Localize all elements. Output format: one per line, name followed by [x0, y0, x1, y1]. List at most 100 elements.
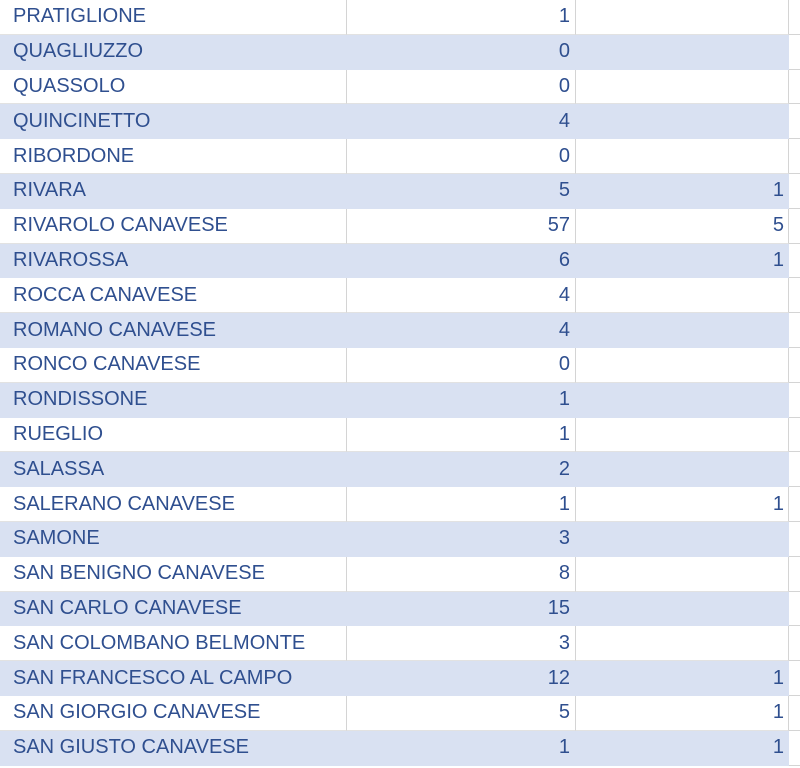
municipality-cell[interactable]: SAMONE	[0, 521, 347, 557]
count-cell[interactable]: 3	[347, 521, 576, 557]
empty-cell[interactable]	[789, 487, 800, 522]
table-row: SAN FRANCESCO AL CAMPO 12 1	[0, 661, 800, 696]
empty-cell[interactable]	[789, 347, 800, 383]
secondary-count-cell[interactable]: 5	[576, 208, 789, 244]
municipality-cell[interactable]: RIVARA	[0, 173, 347, 209]
empty-cell[interactable]	[789, 208, 800, 244]
table-row: PRATIGLIONE 1	[0, 0, 800, 35]
secondary-count-cell[interactable]	[576, 0, 789, 35]
municipality-cell[interactable]: ROCCA CANAVESE	[0, 278, 347, 314]
empty-cell[interactable]	[789, 730, 800, 766]
municipality-cell[interactable]: SAN COLOMBANO BELMONTE	[0, 626, 347, 662]
empty-cell[interactable]	[789, 104, 800, 140]
empty-cell[interactable]	[789, 626, 800, 662]
empty-cell[interactable]	[789, 69, 800, 105]
count-cell[interactable]: 6	[347, 243, 576, 279]
empty-cell[interactable]	[789, 452, 800, 488]
table-row: SAN COLOMBANO BELMONTE 3	[0, 626, 800, 662]
secondary-count-cell[interactable]: 1	[576, 487, 789, 522]
secondary-count-cell[interactable]	[576, 278, 789, 314]
table-row: ROMANO CANAVESE 4	[0, 313, 800, 348]
secondary-count-cell[interactable]: 1	[576, 173, 789, 209]
empty-cell[interactable]	[789, 521, 800, 557]
secondary-count-cell[interactable]	[576, 347, 789, 383]
empty-cell[interactable]	[789, 0, 800, 35]
count-cell[interactable]: 1	[347, 0, 576, 35]
count-cell[interactable]: 1	[347, 382, 576, 418]
secondary-count-cell[interactable]: 1	[576, 730, 789, 766]
empty-cell[interactable]	[789, 591, 800, 627]
secondary-count-cell[interactable]	[576, 104, 789, 140]
count-cell[interactable]: 0	[347, 347, 576, 383]
count-cell[interactable]: 1	[347, 487, 576, 522]
count-cell[interactable]: 4	[347, 313, 576, 348]
municipality-cell[interactable]: RONCO CANAVESE	[0, 347, 347, 383]
empty-cell[interactable]	[789, 139, 800, 174]
secondary-count-cell[interactable]	[576, 417, 789, 453]
empty-cell[interactable]	[789, 278, 800, 314]
count-cell[interactable]: 5	[347, 173, 576, 209]
count-cell[interactable]: 4	[347, 278, 576, 314]
empty-cell[interactable]	[789, 661, 800, 696]
table-row: RIVARA 5 1	[0, 173, 800, 209]
empty-cell[interactable]	[789, 382, 800, 418]
empty-cell[interactable]	[789, 34, 800, 70]
count-cell[interactable]: 5	[347, 695, 576, 731]
empty-cell[interactable]	[789, 695, 800, 731]
count-cell[interactable]: 8	[347, 556, 576, 592]
municipality-cell[interactable]: RUEGLIO	[0, 417, 347, 453]
secondary-count-cell[interactable]	[576, 382, 789, 418]
municipality-cell[interactable]: RIBORDONE	[0, 139, 347, 174]
municipality-cell[interactable]: QUAGLIUZZO	[0, 34, 347, 70]
municipality-cell[interactable]: RIVAROSSA	[0, 243, 347, 279]
municipality-cell[interactable]: SALERANO CANAVESE	[0, 487, 347, 522]
empty-cell[interactable]	[789, 173, 800, 209]
count-cell[interactable]: 2	[347, 452, 576, 488]
secondary-count-cell[interactable]	[576, 626, 789, 662]
table-row: RONCO CANAVESE 0	[0, 347, 800, 383]
municipality-cell[interactable]: QUASSOLO	[0, 69, 347, 105]
municipality-cell[interactable]: SAN GIORGIO CANAVESE	[0, 695, 347, 731]
empty-cell[interactable]	[789, 417, 800, 453]
secondary-count-cell[interactable]: 1	[576, 695, 789, 731]
count-cell[interactable]: 0	[347, 69, 576, 105]
table-row: QUINCINETTO 4	[0, 104, 800, 140]
table-row: RUEGLIO 1	[0, 417, 800, 453]
secondary-count-cell[interactable]	[576, 313, 789, 348]
count-cell[interactable]: 57	[347, 208, 576, 244]
secondary-count-cell[interactable]	[576, 139, 789, 174]
municipality-cell[interactable]: SAN CARLO CANAVESE	[0, 591, 347, 627]
municipality-cell[interactable]: ROMANO CANAVESE	[0, 313, 347, 348]
municipality-cell[interactable]: RIVAROLO CANAVESE	[0, 208, 347, 244]
secondary-count-cell[interactable]	[576, 556, 789, 592]
secondary-count-cell[interactable]: 1	[576, 243, 789, 279]
count-cell[interactable]: 15	[347, 591, 576, 627]
count-cell[interactable]: 0	[347, 139, 576, 174]
count-cell[interactable]: 4	[347, 104, 576, 140]
empty-cell[interactable]	[789, 556, 800, 592]
count-cell[interactable]: 1	[347, 417, 576, 453]
municipality-cell[interactable]: SALASSA	[0, 452, 347, 488]
secondary-count-cell[interactable]	[576, 591, 789, 627]
count-cell[interactable]: 1	[347, 730, 576, 766]
secondary-count-cell[interactable]	[576, 452, 789, 488]
count-cell[interactable]: 0	[347, 34, 576, 70]
municipality-cell[interactable]: SAN BENIGNO CANAVESE	[0, 556, 347, 592]
secondary-count-cell[interactable]	[576, 34, 789, 70]
secondary-count-cell[interactable]	[576, 69, 789, 105]
count-cell[interactable]: 3	[347, 626, 576, 662]
municipality-cell[interactable]: SAN GIUSTO CANAVESE	[0, 730, 347, 766]
municipality-cell[interactable]: QUINCINETTO	[0, 104, 347, 140]
secondary-count-cell[interactable]: 1	[576, 661, 789, 696]
municipality-cell[interactable]: RONDISSONE	[0, 382, 347, 418]
municipality-cell[interactable]: SAN FRANCESCO AL CAMPO	[0, 661, 347, 696]
municipality-cell[interactable]: PRATIGLIONE	[0, 0, 347, 35]
table-row: RIVAROSSA 6 1	[0, 243, 800, 279]
secondary-count-cell[interactable]	[576, 521, 789, 557]
table-row: SAN GIORGIO CANAVESE 5 1	[0, 695, 800, 731]
empty-cell[interactable]	[789, 313, 800, 348]
count-cell[interactable]: 12	[347, 661, 576, 696]
table-row: SAN GIUSTO CANAVESE 1 1	[0, 730, 800, 766]
empty-cell[interactable]	[789, 243, 800, 279]
table-row: QUASSOLO 0	[0, 69, 800, 105]
